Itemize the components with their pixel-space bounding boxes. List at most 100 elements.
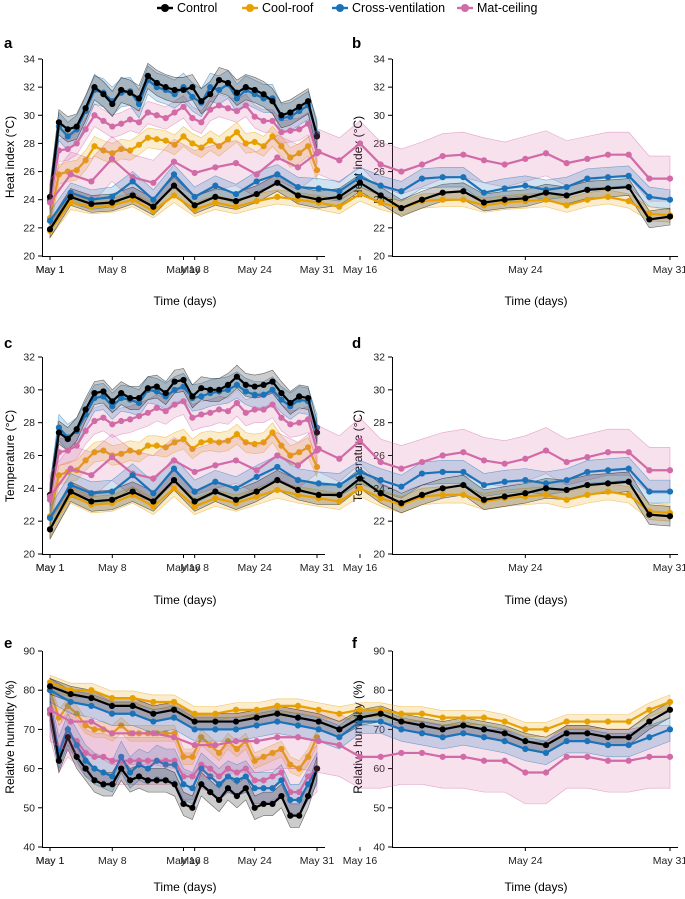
data-point-cool-roof bbox=[153, 442, 160, 449]
band-control bbox=[49, 174, 671, 239]
data-point-mat-ceiling bbox=[216, 773, 223, 780]
data-point-control bbox=[287, 399, 294, 407]
data-point-cool-roof bbox=[625, 491, 632, 498]
data-point-cross-ventilation bbox=[162, 761, 169, 768]
data-point-control bbox=[171, 781, 178, 788]
data-point-control bbox=[170, 182, 178, 189]
data-point-mat-ceiling bbox=[336, 741, 343, 749]
data-point-cross-ventilation bbox=[604, 174, 612, 181]
data-point-control bbox=[313, 765, 321, 772]
data-point-control bbox=[253, 488, 260, 495]
data-point-control bbox=[82, 105, 89, 112]
data-point-cross-ventilation bbox=[108, 193, 116, 200]
data-point-control bbox=[278, 792, 285, 800]
data-point-cross-ventilation bbox=[170, 171, 178, 178]
y-tick-label: 22 bbox=[23, 222, 35, 234]
data-point-control bbox=[305, 792, 312, 800]
x-tick-label: May 24 bbox=[508, 264, 543, 276]
data-point-mat-ceiling bbox=[305, 120, 312, 127]
data-point-control bbox=[224, 785, 232, 792]
data-point-control bbox=[91, 390, 98, 397]
data-point-cool-roof bbox=[191, 503, 198, 510]
data-point-control bbox=[336, 491, 343, 498]
y-tick-label: 24 bbox=[373, 483, 385, 495]
data-point-control bbox=[198, 98, 205, 105]
data-point-cool-roof bbox=[604, 488, 612, 495]
data-point-control bbox=[232, 198, 240, 205]
data-point-cross-ventilation bbox=[398, 726, 405, 733]
data-point-control bbox=[287, 812, 294, 819]
x-tick-label: May 24 bbox=[237, 562, 272, 574]
data-point-mat-ceiling bbox=[109, 123, 116, 130]
panel-b: b Heat index (°C) Time (days) 2022242628… bbox=[36, 35, 685, 308]
data-point-control bbox=[198, 385, 205, 392]
data-point-cool-roof bbox=[189, 445, 196, 453]
data-point-cross-ventilation bbox=[418, 470, 426, 477]
data-point-control bbox=[460, 481, 467, 489]
data-point-control bbox=[625, 478, 632, 485]
data-point-cool-roof bbox=[460, 491, 467, 498]
data-point-cool-roof bbox=[625, 718, 632, 725]
data-point-control bbox=[144, 72, 151, 79]
data-point-mat-ceiling bbox=[294, 462, 302, 469]
data-point-cross-ventilation bbox=[82, 757, 89, 764]
data-point-cross-ventilation bbox=[150, 196, 157, 203]
y-tick-label: 26 bbox=[23, 450, 35, 462]
data-point-mat-ceiling bbox=[542, 447, 550, 454]
data-point-mat-ceiling bbox=[287, 127, 294, 134]
data-point-cross-ventilation bbox=[584, 175, 591, 182]
data-point-control bbox=[274, 477, 281, 484]
data-point-cross-ventilation bbox=[646, 734, 653, 741]
data-point-cool-roof bbox=[336, 203, 343, 210]
x-tick-label: May 24 bbox=[237, 264, 272, 276]
data-point-control bbox=[242, 84, 249, 91]
data-point-mat-ceiling bbox=[480, 757, 488, 764]
data-point-mat-ceiling bbox=[501, 460, 508, 467]
data-point-control bbox=[278, 112, 285, 119]
data-point-mat-ceiling bbox=[480, 157, 488, 164]
data-point-cross-ventilation bbox=[625, 172, 632, 179]
data-point-control bbox=[109, 781, 116, 788]
data-point-control bbox=[584, 730, 591, 737]
data-point-cool-roof bbox=[260, 753, 267, 760]
data-point-cool-roof bbox=[460, 714, 467, 721]
data-point-cross-ventilation bbox=[278, 396, 285, 403]
data-point-mat-ceiling bbox=[646, 175, 653, 182]
data-point-control bbox=[625, 183, 632, 191]
data-point-cross-ventilation bbox=[118, 394, 125, 402]
data-point-control bbox=[171, 86, 178, 94]
data-point-cross-ventilation bbox=[460, 468, 467, 476]
data-point-cool-roof bbox=[563, 202, 570, 209]
data-point-mat-ceiling bbox=[439, 452, 446, 459]
y-tick-label: 22 bbox=[373, 222, 385, 234]
data-point-cool-roof bbox=[398, 710, 405, 717]
data-point-control bbox=[418, 196, 426, 203]
data-point-mat-ceiling bbox=[153, 112, 160, 119]
data-point-mat-ceiling bbox=[171, 109, 178, 116]
data-point-mat-ceiling bbox=[260, 117, 267, 125]
data-point-cool-roof bbox=[480, 714, 488, 721]
x-axis-label-d: Time (days) bbox=[505, 593, 568, 607]
data-point-cool-roof bbox=[232, 203, 240, 210]
x-tick-label: May 16 bbox=[166, 264, 201, 276]
data-point-cross-ventilation bbox=[336, 481, 343, 489]
data-point-cool-roof bbox=[356, 190, 364, 198]
data-point-mat-ceiling bbox=[232, 738, 240, 745]
data-point-mat-ceiling bbox=[625, 449, 632, 456]
data-point-cool-roof bbox=[253, 493, 260, 500]
x-tick-label: May 16 bbox=[343, 264, 378, 276]
data-point-mat-ceiling bbox=[67, 171, 74, 178]
data-point-control bbox=[439, 189, 446, 196]
data-point-cross-ventilation bbox=[251, 391, 258, 398]
data-point-cool-roof bbox=[170, 485, 178, 492]
band-control bbox=[49, 364, 318, 507]
data-point-control bbox=[180, 86, 187, 94]
data-point-mat-ceiling bbox=[398, 168, 405, 175]
data-point-control bbox=[269, 800, 276, 807]
data-point-mat-ceiling bbox=[305, 416, 312, 423]
data-point-control bbox=[313, 429, 321, 436]
data-point-cross-ventilation bbox=[100, 769, 107, 776]
data-point-cool-roof bbox=[356, 706, 364, 713]
data-point-mat-ceiling bbox=[224, 105, 232, 112]
data-point-cross-ventilation bbox=[460, 730, 467, 737]
